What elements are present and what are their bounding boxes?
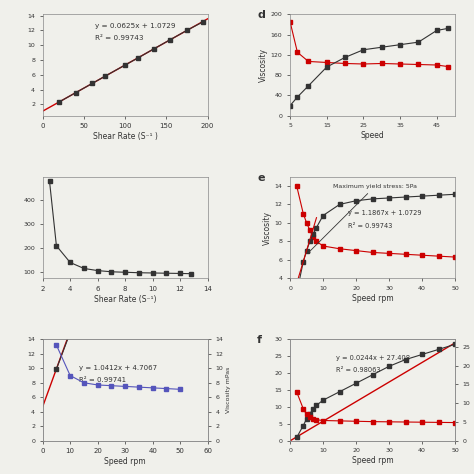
- Text: y = 0.0244x + 27.408: y = 0.0244x + 27.408: [336, 355, 410, 361]
- X-axis label: Speed rpm: Speed rpm: [352, 294, 393, 303]
- X-axis label: Speed: Speed: [361, 131, 384, 140]
- X-axis label: Speed rpm: Speed rpm: [104, 457, 146, 466]
- Text: R² = 0.99743: R² = 0.99743: [348, 222, 392, 228]
- Text: R² = 0.99741: R² = 0.99741: [79, 377, 126, 383]
- Text: R² = 0.99743: R² = 0.99743: [95, 35, 144, 41]
- Text: f: f: [257, 335, 262, 345]
- Y-axis label: Viscosity: Viscosity: [259, 48, 268, 82]
- Text: y = 0.0625x + 1.0729: y = 0.0625x + 1.0729: [95, 23, 176, 29]
- Text: y = 1.1867x + 1.0729: y = 1.1867x + 1.0729: [348, 210, 421, 216]
- X-axis label: Shear Rate (S⁻¹ ): Shear Rate (S⁻¹ ): [93, 132, 157, 141]
- Text: R² = 0.98063: R² = 0.98063: [336, 367, 381, 373]
- Text: y = 1.0412x + 4.7067: y = 1.0412x + 4.7067: [79, 365, 157, 371]
- Text: d: d: [257, 10, 265, 20]
- Y-axis label: Viscosity mPas: Viscosity mPas: [226, 367, 231, 413]
- Y-axis label: Viscosity: Viscosity: [263, 210, 272, 245]
- Text: e: e: [257, 173, 264, 182]
- X-axis label: Shear Rate (S⁻¹): Shear Rate (S⁻¹): [94, 295, 156, 304]
- Text: Maximum yield stress: 5Pa: Maximum yield stress: 5Pa: [308, 184, 417, 254]
- X-axis label: Speed rpm: Speed rpm: [352, 456, 393, 465]
